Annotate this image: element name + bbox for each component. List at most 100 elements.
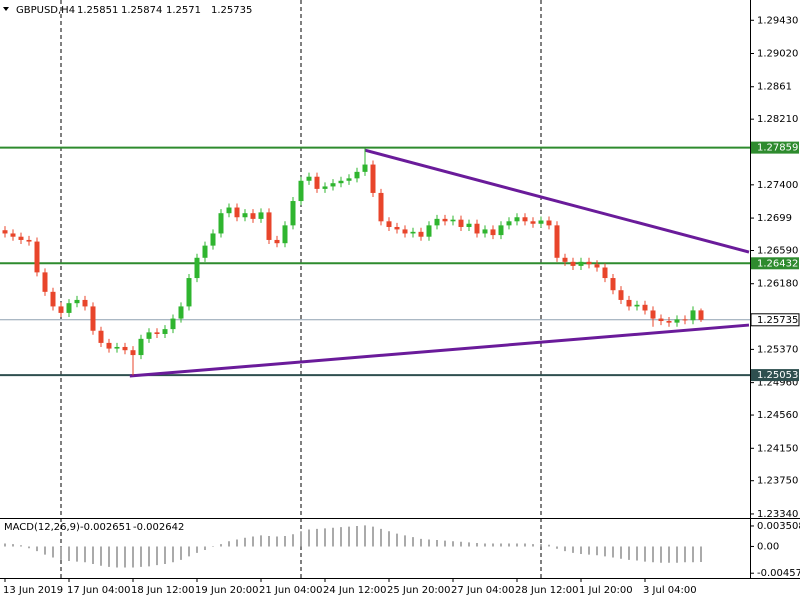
y-tick-label: 1.29430 [757, 15, 798, 26]
candle-body [466, 223, 472, 227]
y-tick-label: 1.24150 [757, 443, 798, 454]
candle-body [570, 261, 576, 266]
header-arrow [3, 7, 9, 11]
level-tag [751, 369, 799, 382]
x-tick-label: 25 Jun 20:00 [387, 585, 451, 596]
candle-body [458, 219, 464, 227]
x-tick-label: 28 Jun 12:00 [515, 585, 579, 596]
candle-body [482, 229, 488, 234]
candle-body [154, 332, 160, 334]
candle-body [450, 219, 456, 222]
candle-body [674, 319, 680, 323]
candle-body [626, 299, 632, 307]
candle-body [642, 304, 648, 311]
candle-body [42, 272, 48, 292]
y-tick-label: 1.25370 [757, 344, 798, 355]
x-tick-label: 18 Jun 12:00 [131, 585, 195, 596]
candle-body [74, 299, 80, 304]
candle-body [650, 310, 656, 319]
candle-body [218, 213, 224, 234]
candle-body [18, 236, 24, 240]
x-tick-label: 13 Jun 2019 [3, 585, 63, 596]
candle-body [266, 212, 272, 240]
x-tick-label: 21 Jun 04:00 [259, 585, 323, 596]
x-tick-label: 1 Jul 20:00 [579, 585, 633, 596]
symbol-label: GBPUSD,H4 [16, 5, 75, 16]
y-tick-label: 1.27400 [757, 180, 798, 191]
candle-body [138, 338, 144, 356]
candle-body [378, 192, 384, 222]
y-tick-label: 1.23340 [757, 509, 798, 520]
candle-body [114, 346, 120, 349]
candle-body [442, 218, 448, 222]
price-pane [0, 146, 750, 378]
candle-body [410, 231, 416, 234]
candle-body [386, 221, 392, 227]
candle-body [346, 178, 352, 181]
x-tick-label: 27 Jun 04:00 [451, 585, 515, 596]
candle-body [394, 226, 400, 230]
candle-body [634, 304, 640, 307]
candle-body [434, 218, 440, 226]
candle-body [546, 220, 552, 226]
candle-body [506, 221, 512, 226]
candle-body [690, 310, 696, 321]
candle-body [698, 310, 704, 320]
axes: 1.29430 1.29020 1.2861 1.28210 1.27400 1.2699… [3, 15, 800, 596]
level-label: 1.26432 [757, 258, 798, 269]
candle-body [58, 306, 64, 313]
candle-body [514, 217, 520, 222]
candle-body [2, 230, 8, 234]
candle-body [194, 257, 200, 279]
macd-main-value: -0.002651 [80, 522, 131, 533]
candle-body [538, 220, 544, 224]
trendline [129, 323, 750, 378]
y-tick-label: 1.24960 [757, 378, 798, 389]
candle-body [82, 299, 88, 307]
level-tag [751, 141, 799, 154]
ohlc-open: 1.25851 [77, 5, 118, 16]
macd-signal-value: -0.002642 [133, 522, 184, 533]
ohlc-low: 1.2571 [166, 5, 201, 16]
candle-body [402, 229, 408, 234]
candle-body [354, 171, 360, 179]
y-tick-label: 1.24560 [757, 410, 798, 421]
candle-body [362, 164, 368, 172]
level-label: 1.25053 [757, 370, 798, 381]
candle-body [202, 245, 208, 258]
y-tick-label: 1.29020 [757, 49, 798, 60]
candle-body [178, 306, 184, 319]
candle-body [426, 225, 432, 237]
candle-body [298, 180, 304, 202]
candle-body [562, 257, 568, 262]
candle-body [306, 176, 312, 181]
candle-body [242, 213, 248, 218]
candle-body [418, 231, 424, 237]
candle-body [50, 291, 56, 307]
candle-body [34, 241, 40, 273]
y-tick-label: 1.2861 [757, 82, 792, 93]
ohlc-high: 1.25874 [121, 5, 162, 16]
candle-body [498, 225, 504, 236]
candle-body [322, 186, 328, 189]
candle-body [234, 207, 240, 218]
macd-y-tick-label: 0.003508 [757, 521, 800, 532]
candle-body [530, 221, 536, 224]
y-tick-label: 1.26180 [757, 279, 798, 290]
macd-pane [4, 525, 702, 568]
candle-body [130, 350, 136, 356]
y-tick-label: 1.28210 [757, 114, 798, 125]
x-tick-label: 17 Jun 04:00 [67, 585, 131, 596]
x-tick-label: 3 Jul 04:00 [643, 585, 697, 596]
candle-body [282, 225, 288, 244]
candle-body [274, 239, 280, 244]
candle-body [290, 201, 296, 226]
candle-body [666, 321, 672, 323]
candle-body [106, 342, 112, 349]
candle-body [490, 229, 496, 236]
candle-body [146, 332, 152, 339]
candle-body [162, 329, 168, 334]
macd-y-tick-label: -0.004579 [757, 568, 800, 579]
